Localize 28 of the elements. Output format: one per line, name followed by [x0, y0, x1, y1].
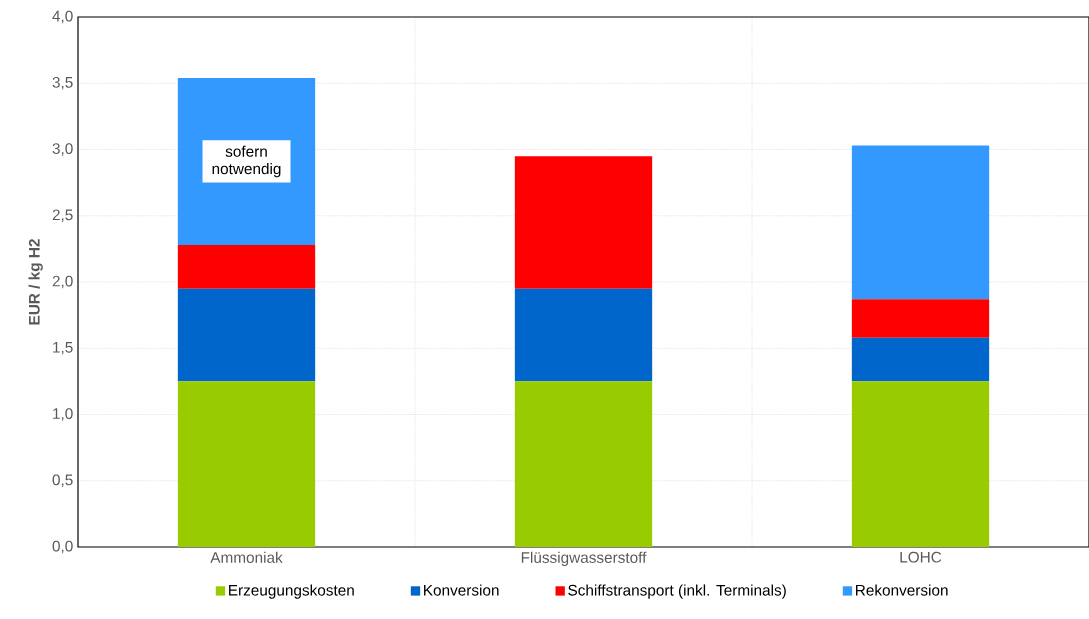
legend-label: Konversion	[424, 584, 499, 596]
bar	[514, 156, 653, 289]
annotation: sofern notwendig	[212, 145, 281, 178]
bar	[177, 288, 316, 382]
bar	[851, 337, 990, 382]
y-tick-label: 3,0	[52, 143, 73, 156]
y-tick-label: 1,0	[53, 408, 73, 421]
y-tick-label: 2,5	[52, 209, 73, 223]
y-tick-label: 1,5	[53, 342, 73, 355]
x-tick-label: Flüssigwasserstoff	[521, 551, 647, 566]
bar	[177, 244, 316, 289]
y-tick-label: 0,5	[52, 474, 73, 488]
bar	[514, 288, 653, 382]
y-tick-label: 4,0	[52, 10, 73, 24]
x-tick-label: Ammoniak	[210, 551, 283, 563]
bar	[514, 381, 653, 547]
y-tick-label: 2,0	[52, 275, 73, 289]
y-tick-label: 0,0	[52, 540, 73, 554]
legend-label: Schiffstransport (inkl. Terminals)	[568, 584, 786, 599]
y-tick-label: 3,5	[52, 76, 73, 90]
bar	[177, 381, 316, 547]
legend-label: Erzeugungskosten	[229, 584, 354, 599]
x-tick-label: LOHC	[900, 551, 942, 563]
y-axis-title: EUR / kg H2	[28, 239, 43, 325]
bar	[851, 381, 990, 547]
bar	[851, 299, 990, 338]
legend-label: Rekonversion	[856, 584, 948, 596]
bar	[851, 145, 990, 300]
